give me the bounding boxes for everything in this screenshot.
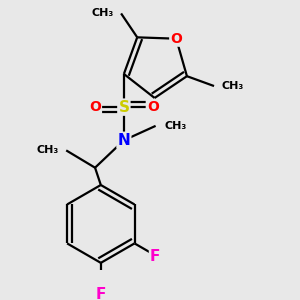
Text: N: N: [118, 133, 130, 148]
Text: CH₃: CH₃: [37, 146, 59, 155]
Text: F: F: [150, 249, 160, 264]
Text: S: S: [118, 100, 129, 115]
Text: CH₃: CH₃: [92, 8, 114, 18]
Text: CH₃: CH₃: [164, 121, 187, 131]
Text: F: F: [96, 287, 106, 300]
Text: O: O: [89, 100, 101, 114]
Text: O: O: [147, 100, 159, 114]
Text: O: O: [170, 32, 182, 46]
Text: CH₃: CH₃: [221, 81, 244, 91]
